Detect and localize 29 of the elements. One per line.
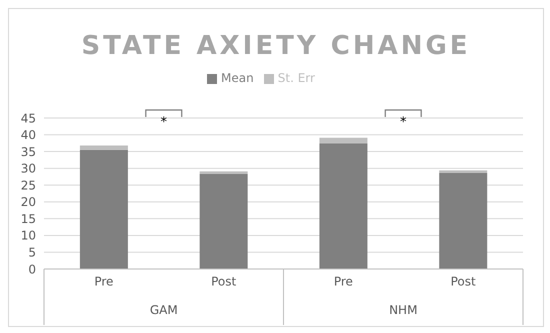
- y-tick-label: 5: [28, 245, 36, 260]
- y-tick-label: 15: [20, 212, 36, 226]
- bar: [200, 174, 248, 269]
- chart-title: STATE AXIETY CHANGE: [80, 31, 472, 61]
- y-tick-label: 10: [20, 228, 36, 243]
- annotation: *: [400, 115, 407, 130]
- y-tick-label: 40: [20, 128, 36, 142]
- y-tick-label: 20: [20, 195, 36, 210]
- bar: [200, 171, 248, 174]
- legend-label: St. Err: [278, 71, 315, 85]
- x-tick-label: Pre: [94, 274, 114, 289]
- x-tick-label: Post: [211, 274, 236, 289]
- y-tick-label: 35: [20, 144, 36, 159]
- x-tick-label: Pre: [334, 274, 353, 289]
- bar: [319, 144, 368, 269]
- bar: [80, 150, 128, 269]
- y-tick-label: 25: [20, 178, 36, 192]
- bar: [319, 138, 368, 144]
- bar: [439, 170, 488, 174]
- text: GAM: [150, 303, 178, 317]
- legend-label: Mean: [221, 71, 254, 85]
- y-tick-label: 45: [20, 111, 36, 126]
- annotation: *: [160, 115, 168, 130]
- text: NHM: [389, 303, 418, 317]
- bar: [80, 146, 128, 150]
- x-tick-label: Post: [450, 274, 476, 289]
- bar: [439, 173, 488, 269]
- y-tick-label: 0: [28, 262, 36, 276]
- y-tick-label: 30: [20, 162, 36, 176]
